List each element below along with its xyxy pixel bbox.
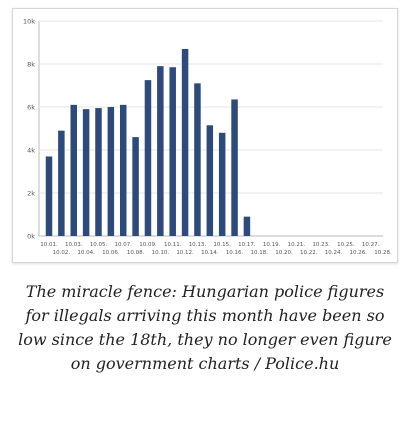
bar-chart: 0k 2k 4k 6k 8k 10k 10.01. 10.02. 10.03. 10.04. 10… (23, 18, 392, 257)
x-tick-label: 10.02. (53, 250, 71, 256)
x-tick-label: 10.21. (288, 242, 306, 248)
x-tick-label: 10.03. (65, 242, 83, 248)
x-tick-label: 10.15. (213, 242, 231, 248)
bar (218, 132, 226, 236)
bar (169, 67, 176, 236)
bar (95, 108, 102, 236)
x-tick-label: 10.10. (152, 250, 170, 256)
y-tick-label: 4k (27, 147, 35, 155)
x-tick-label: 10.20. (275, 250, 293, 256)
chart-frame: 0k 2k 4k 6k 8k 10k 10.01. 10.02. 10.03. 10.04. 10… (12, 8, 398, 263)
bar (157, 66, 164, 237)
bar (144, 80, 152, 236)
figure-caption: The miracle fence: Hungarian police figu… (18, 282, 392, 373)
x-tick-label: 10.11. (164, 242, 182, 248)
y-tick-label: 2k (27, 190, 35, 198)
x-tick-label: 10.12. (176, 250, 194, 256)
x-tick-label: 10.28. (374, 250, 392, 256)
x-tick-label: 10.16. (226, 250, 244, 256)
x-tick-label: 10.27. (362, 242, 380, 248)
bar (70, 104, 77, 236)
bar (132, 137, 139, 236)
bar (107, 107, 115, 236)
x-tick-label: 10.13. (189, 242, 207, 248)
bar (181, 48, 189, 237)
bar (58, 130, 65, 236)
x-tick-label: 10.19. (263, 242, 281, 248)
x-tick-label: 10.14. (201, 250, 219, 256)
x-tick-label: 10.08. (127, 250, 145, 256)
x-tick-label: 10.26. (350, 250, 368, 256)
bar (82, 109, 90, 236)
bar (194, 83, 201, 236)
x-tick-label: 10.23. (312, 242, 330, 248)
y-tick-label: 0k (27, 233, 35, 241)
x-tick-label: 10.07. (114, 242, 132, 248)
x-tick-label: 10.24. (325, 250, 343, 256)
y-tick-label: 6k (27, 104, 35, 112)
x-tick-label: 10.25. (337, 242, 355, 248)
bar (243, 216, 251, 236)
bar (119, 104, 127, 236)
bar (231, 99, 238, 236)
y-tick-label: 10k (23, 18, 35, 26)
x-tick-label: 10.06. (102, 250, 120, 256)
x-tick-label: 10.05. (90, 242, 108, 248)
bar (45, 156, 53, 236)
x-tick-label: 10.18. (251, 250, 269, 256)
y-tick-label: 8k (27, 61, 35, 69)
x-tick-label: 10.04. (77, 250, 95, 256)
x-tick-label: 10.22. (300, 250, 318, 256)
x-tick-label: 10.01. (40, 242, 58, 248)
bar (206, 125, 214, 236)
x-tick-label: 10.17. (238, 242, 256, 248)
x-tick-label: 10.09. (139, 242, 157, 248)
